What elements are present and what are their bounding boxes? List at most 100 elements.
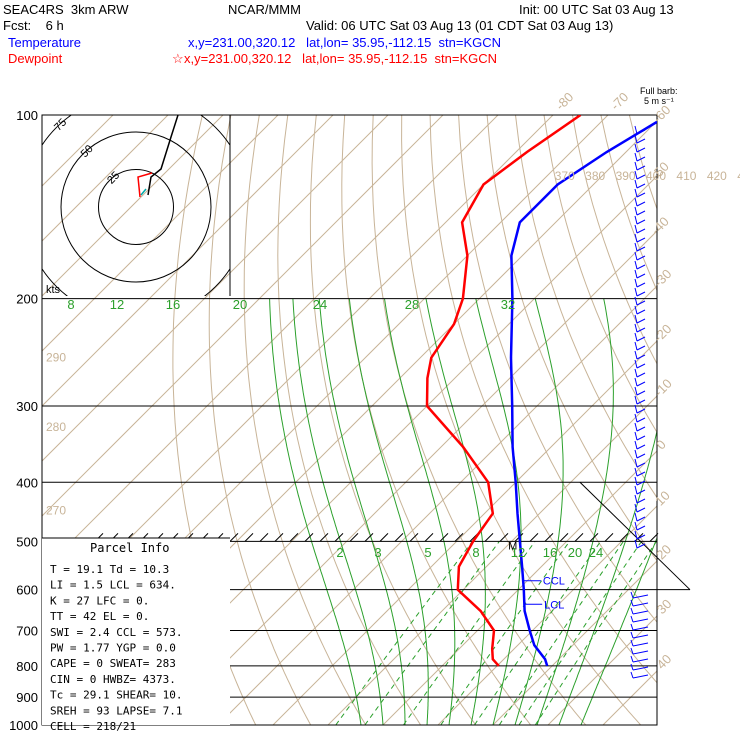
- theta-label: 270: [46, 503, 66, 517]
- mixing-ratio-label: 12: [511, 545, 525, 560]
- mixing-ratio-label: 20: [568, 545, 582, 560]
- dry-adiabat-line: [572, 115, 657, 365]
- isotherm-line: [42, 115, 224, 297]
- parcel-info-box: Parcel Info T = 19.1 Td = 10.3 LI = 1.5 LC…: [42, 537, 230, 733]
- model-name: SEAC4RS 3km ARW: [3, 2, 129, 17]
- forecast-hour: Fcst: 6 h: [3, 18, 64, 33]
- hodograph-storm-vector: [140, 188, 147, 196]
- dry-adiabat-line: [658, 115, 740, 725]
- wind-barb-flag: [634, 530, 638, 540]
- isotherm-label: -70: [608, 89, 632, 113]
- wind-barb-flag: [634, 539, 638, 549]
- wind-barb: [636, 291, 646, 297]
- dry-adiabat-line: [309, 115, 477, 725]
- wind-barb: [636, 273, 646, 279]
- hatch-mark: [649, 533, 659, 542]
- dewpoint-star-icon: ☆: [172, 51, 184, 66]
- wind-barb: [636, 174, 646, 180]
- wind-barb: [636, 318, 646, 324]
- hodograph-ring: [60, 131, 212, 283]
- hatch-mark: [439, 533, 449, 542]
- hatch-mark: [379, 533, 389, 542]
- pressure-tick-label: 300: [16, 399, 38, 414]
- hatch-mark: [259, 533, 269, 542]
- wind-barb-flag: [634, 224, 638, 234]
- dewpoint-location: x,y=231.00,320.12 lat,lon= 35.95,-112.15…: [184, 51, 498, 66]
- wind-barb: [636, 408, 646, 414]
- wind-barb: [636, 246, 646, 252]
- wind-barb: [636, 417, 646, 423]
- init-time: Init: 00 UTC Sat 03 Aug 13: [519, 2, 674, 17]
- isotherm-label: 10: [652, 488, 673, 509]
- wind-barb-flag: [634, 512, 638, 522]
- dewpoint-legend: Dewpoint: [8, 51, 63, 66]
- wind-barb: [632, 602, 649, 607]
- isotherm-line: [602, 670, 657, 725]
- moist-adiabat-line: [269, 298, 362, 725]
- wind-barb: [636, 516, 646, 522]
- hatch-mark: [529, 533, 539, 542]
- wind-barb-flag: [634, 368, 638, 378]
- wind-barb-flag: [634, 467, 638, 477]
- moist-adiabat-label: 16: [166, 297, 180, 312]
- isotherm-label: -40: [648, 214, 672, 238]
- wind-barb-flag: [630, 615, 634, 623]
- wind-barb: [636, 219, 646, 225]
- mixing-ratio-line: [534, 541, 657, 725]
- parcel-info-row: CELL = 218/21: [50, 720, 136, 733]
- hatch-mark: [334, 533, 344, 542]
- moist-adiabat-label: 32: [501, 297, 515, 312]
- isotherm-label: -30: [651, 266, 675, 290]
- parcel-box-bg: [42, 538, 230, 725]
- moist-adiabat-label: 20: [233, 297, 247, 312]
- pressure-tick-label: 100: [16, 108, 38, 123]
- wind-barb: [636, 453, 646, 459]
- theta-label: 410: [676, 169, 696, 183]
- wind-barb: [636, 282, 646, 288]
- moist-adiabat-label: 28: [405, 297, 419, 312]
- mixing-ratio-label: 24: [589, 545, 603, 560]
- theta-label: 280: [46, 420, 66, 434]
- isotherm-label: -80: [553, 89, 577, 113]
- hatch-mark: [499, 533, 509, 542]
- pressure-tick-label: 200: [16, 292, 38, 307]
- mixing-ratio-line: [518, 541, 642, 725]
- wind-barb-flag: [634, 269, 638, 279]
- wind-barb-flag: [634, 125, 638, 135]
- dry-adiabat-line: [543, 115, 657, 434]
- isotherm-line: [42, 115, 389, 462]
- wind-barb: [636, 192, 646, 198]
- wind-barb: [636, 255, 646, 261]
- theta-label: 290: [46, 351, 66, 365]
- hatch-mark: [544, 533, 554, 542]
- wind-barb: [636, 300, 646, 306]
- mixing-ratio-lines: [335, 541, 657, 725]
- wind-barb-flag: [634, 260, 638, 270]
- hatch-mark: [229, 533, 239, 542]
- wind-barb: [636, 390, 646, 396]
- mixing-ratio-label: 16: [543, 545, 557, 560]
- wind-barb: [636, 183, 646, 189]
- wind-barb-flag: [634, 404, 638, 414]
- wind-barb-flag: [630, 623, 634, 631]
- wind-barb-flag: [634, 350, 638, 360]
- wind-barb: [636, 228, 646, 234]
- wind-barb: [636, 327, 646, 333]
- wind-barb: [636, 471, 646, 477]
- wind-barb: [636, 354, 646, 360]
- wind-barb: [636, 525, 646, 531]
- wind-barb: [636, 210, 646, 216]
- dry-adiabat-line: [429, 115, 657, 684]
- isotherm-label: -20: [651, 321, 675, 345]
- valid-time: Valid: 06 UTC Sat 03 Aug 13 (01 CDT Sat …: [306, 18, 614, 33]
- isotherm-line: [42, 115, 279, 352]
- pressure-tick-label: 600: [16, 583, 38, 598]
- wind-barb: [636, 363, 646, 369]
- isotherm-line: [658, 115, 740, 725]
- wind-barb-flag: [634, 422, 638, 432]
- wind-barb: [636, 156, 646, 162]
- parcel-info-row: LI = 1.5 LCL = 634.: [50, 579, 176, 592]
- wind-barb: [636, 480, 646, 486]
- parcel-info-row: CAPE = 0 SWEAT= 283: [50, 657, 176, 670]
- wind-barb-flag: [630, 655, 634, 663]
